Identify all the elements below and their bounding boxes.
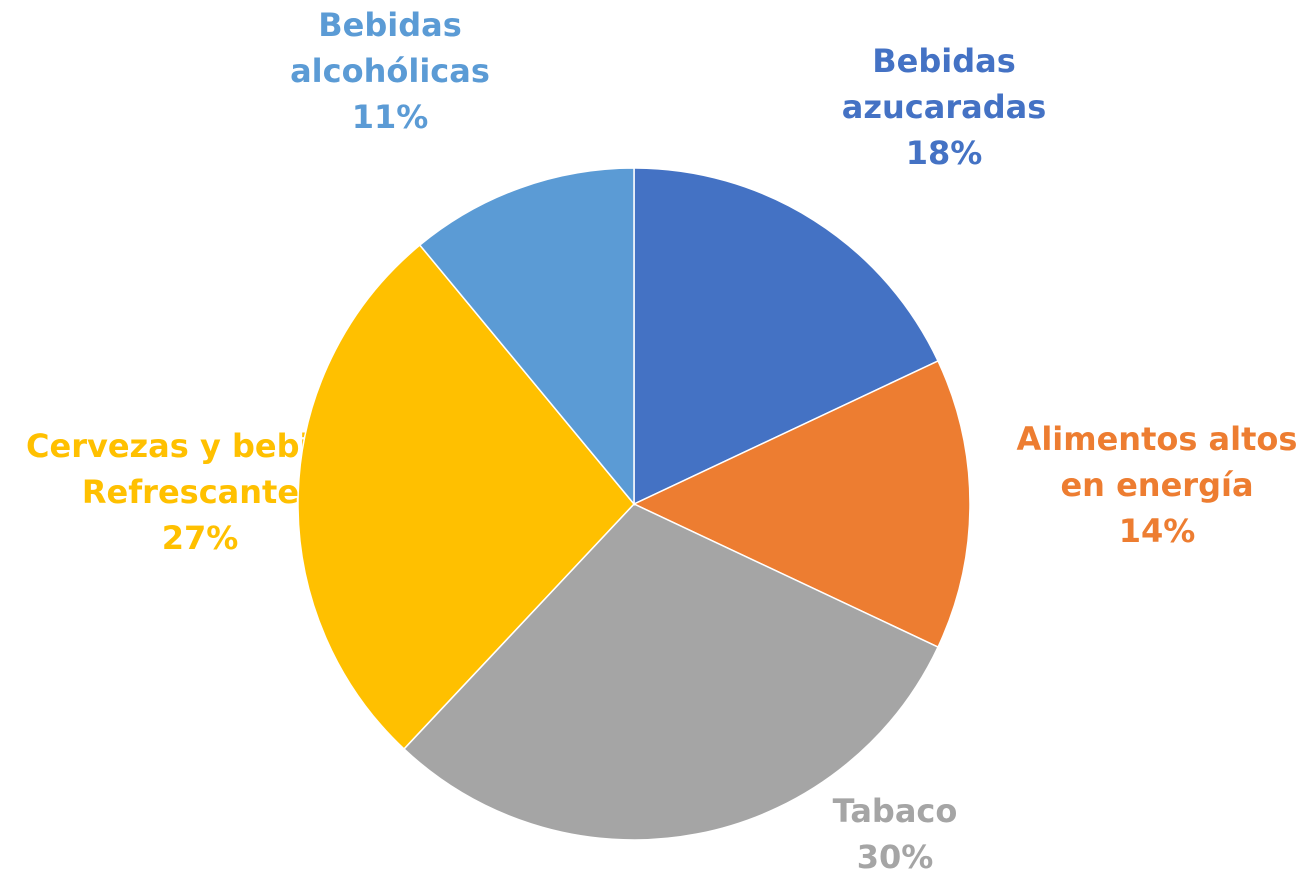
category-label: Tabaco (832, 792, 958, 830)
value-label: 18% (905, 134, 983, 172)
slice-label: Alimentos altos en energía 14% (1007, 416, 1307, 554)
value-label: 14% (1118, 512, 1196, 550)
pie-slice (418, 167, 635, 507)
category-label: Alimentos altos en energía (1016, 420, 1298, 504)
pie-slice (633, 167, 940, 506)
pie-slice (297, 244, 635, 750)
value-label: 30% (856, 838, 934, 876)
slice-label: Bebidas alcohólicas 11% (240, 2, 540, 140)
slice-label: Tabaco 30% (745, 788, 1045, 880)
pie-slice (632, 359, 971, 649)
pie-slice (402, 503, 940, 841)
slice-label: Bebidas azucaradas 18% (794, 38, 1094, 176)
category-label: Bebidas azucaradas (841, 42, 1047, 126)
category-label: Bebidas alcohólicas (290, 6, 490, 90)
value-label: 11% (351, 98, 429, 136)
value-label: 27% (161, 519, 239, 557)
